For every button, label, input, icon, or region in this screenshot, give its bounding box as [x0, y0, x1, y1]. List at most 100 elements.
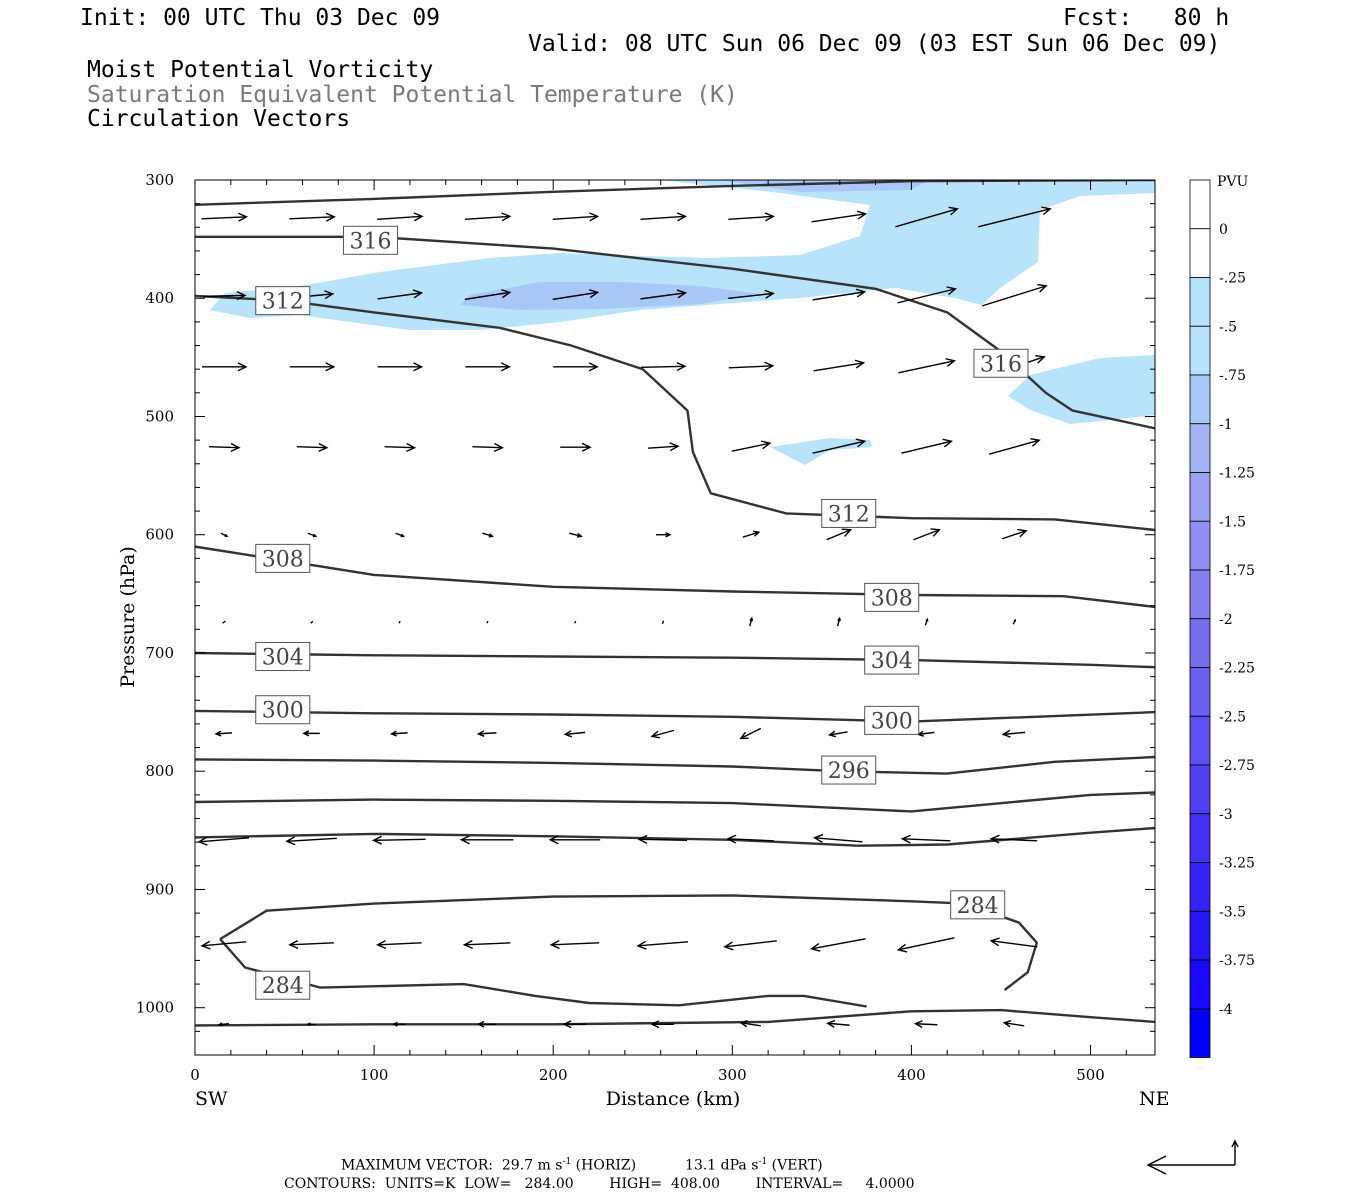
colorbar-cell	[1189, 910, 1211, 961]
wind-vector-head	[855, 288, 867, 298]
colorbar-cell	[1189, 667, 1211, 717]
wind-vector-head	[214, 730, 222, 737]
wind-vector-head	[669, 442, 680, 452]
wind-vector	[637, 941, 689, 947]
wind-vector-head	[650, 1020, 660, 1029]
wind-vector	[897, 288, 956, 304]
contour-label: 284	[262, 974, 304, 999]
wind-vector	[638, 838, 688, 841]
wind-vector-head	[389, 730, 398, 737]
colorbar-label: -4	[1219, 1002, 1233, 1018]
y-tick-label: 400	[145, 289, 174, 307]
wind-vector-head	[493, 442, 505, 453]
wind-vector	[731, 442, 770, 452]
colorbar-cell	[1189, 764, 1211, 815]
contour-label: 312	[262, 290, 304, 315]
wind-vector-head	[637, 834, 648, 845]
thetae-contour-line	[195, 791, 1155, 813]
wind-vector-head	[828, 730, 836, 738]
contour-label-box	[821, 498, 877, 528]
wind-vector-head	[306, 1022, 311, 1027]
axes: 0 100 200 300 400 500 300 400 500 600 700 800 900 100…	[136, 171, 1155, 1084]
wind-vector-head	[237, 362, 248, 372]
colorbar-cell	[1189, 569, 1211, 620]
wind-vector-head	[676, 361, 687, 372]
wind-vector	[574, 620, 577, 624]
wind-vector-head	[375, 939, 387, 950]
circulation-vectors	[197, 206, 1052, 1029]
wind-vector	[289, 942, 334, 946]
field-title-vectors: Circulation Vectors	[87, 106, 351, 132]
x-tick-label: 400	[897, 1066, 926, 1084]
wind-vector	[740, 727, 762, 740]
wind-vector-head	[948, 206, 959, 216]
wind-vector	[991, 940, 1038, 948]
wind-vector	[377, 215, 423, 221]
y-tick-label: 700	[145, 644, 174, 662]
colorbar-label: -2.5	[1219, 709, 1246, 725]
wind-vector-head	[588, 362, 599, 372]
colorbar-unit: PVU	[1217, 174, 1249, 190]
field-title-pv: Moist Potential Vorticity	[87, 57, 434, 83]
wind-vector	[310, 620, 314, 624]
wind-vector-head	[500, 362, 512, 372]
wind-vector	[647, 445, 679, 449]
wind-vector	[198, 837, 250, 843]
colorbar-label: -1.25	[1219, 466, 1255, 482]
wind-vector	[727, 838, 774, 842]
colorbar-cell	[1189, 520, 1211, 571]
wind-vector-head	[237, 212, 249, 222]
wind-vector-head	[549, 939, 560, 950]
forecast-hour: Fcst: 80 h	[1063, 5, 1230, 31]
pv-region-east	[1008, 355, 1155, 424]
wind-vector	[724, 940, 777, 948]
wind-vector	[472, 446, 503, 449]
wind-vector-head	[825, 1019, 836, 1028]
contour-label: 308	[871, 586, 913, 611]
wind-vector	[289, 216, 335, 220]
wind-vector-head	[945, 358, 956, 367]
colorbar-cell	[1189, 862, 1211, 912]
wind-vector-head	[236, 291, 247, 301]
x-tick-label: 100	[360, 1066, 389, 1084]
wind-vector-head	[371, 835, 383, 845]
wind-vector-head	[855, 438, 867, 448]
wind-vector	[384, 446, 415, 449]
contour-label-box	[821, 755, 877, 785]
wind-vector-head	[406, 442, 417, 453]
wind-vector-head	[200, 940, 211, 950]
contour-label: 300	[262, 699, 304, 724]
wind-vector-head	[1041, 206, 1052, 216]
colorbar-label: -2	[1219, 612, 1233, 628]
thetae-contour-line	[195, 294, 1155, 532]
colorbar-cell	[1189, 374, 1211, 425]
wind-vector-head	[325, 212, 336, 222]
contour-label-box	[864, 705, 920, 735]
pv-region-upper-light	[210, 180, 1155, 330]
y-tick-label: 300	[145, 171, 174, 189]
wind-vector-head	[412, 289, 424, 299]
wind-vector	[391, 732, 408, 735]
vert-tag: (VERT)	[771, 1157, 823, 1174]
thetae-contours	[195, 180, 1155, 1027]
pv-shading	[210, 180, 1155, 465]
wind-vector	[377, 292, 422, 300]
wind-vector	[640, 365, 686, 369]
wind-vector-head	[589, 212, 600, 222]
wind-vector-head	[548, 835, 559, 845]
wind-vector-head	[764, 212, 775, 222]
wind-vector-head	[501, 212, 512, 222]
contour-label-box	[973, 348, 1029, 378]
contour-info: CONTOURS: UNITS=K LOW= 284.00 HIGH= 408.…	[284, 1176, 915, 1192]
wind-vector-head	[476, 730, 485, 737]
wind-vector-head	[676, 212, 688, 222]
contour-label-box	[864, 645, 920, 675]
wind-vector-head	[841, 528, 853, 537]
wind-vector	[218, 1023, 230, 1026]
wind-vector-head	[1001, 729, 1011, 738]
y-tick-label: 500	[145, 407, 174, 425]
wind-vector	[918, 731, 935, 736]
wind-vector	[552, 215, 598, 221]
